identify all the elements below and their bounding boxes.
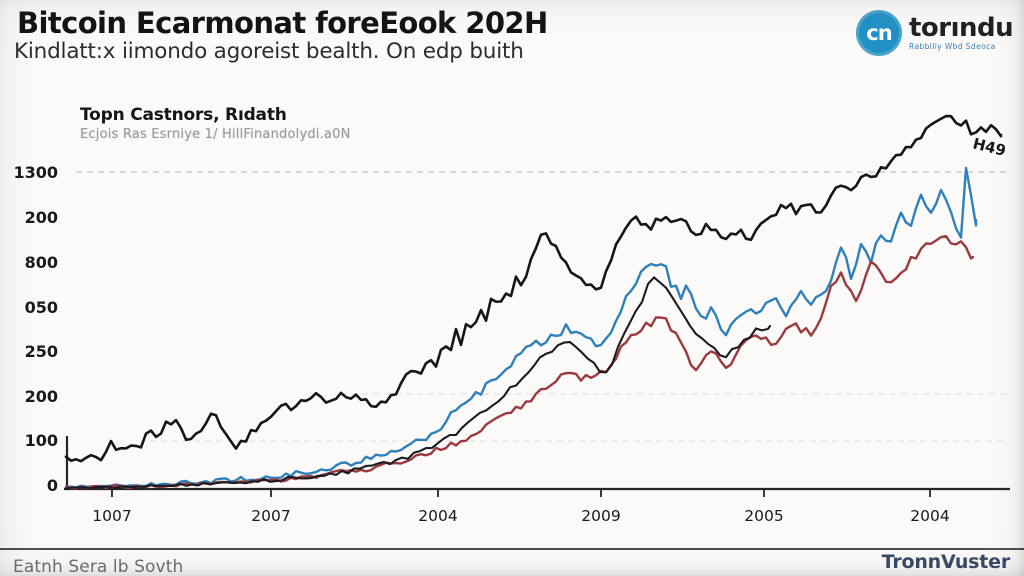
y-tick-label: 1300 xyxy=(13,163,58,182)
brand-logo: cn torındu Rabblliy Wbd Sdeoca xyxy=(856,10,1014,56)
series-line-series-blue xyxy=(64,166,978,489)
footer-divider xyxy=(0,548,1024,550)
y-tick-label: 200 xyxy=(25,387,58,406)
y-tick-label: 800 xyxy=(25,253,58,272)
x-tick-label: 2007 xyxy=(251,507,290,525)
page-subtitle: Kindlatt:x iimondo agoreist bealth. On e… xyxy=(14,39,524,64)
y-tick-label: 250 xyxy=(25,342,58,361)
x-tick-label: 2004 xyxy=(418,507,457,525)
page-title: Bitcoin Ecarmonat foreEook 202H xyxy=(17,6,548,40)
y-tick-label: 200 xyxy=(25,208,58,227)
brand-name: torındu xyxy=(909,13,1014,44)
series-line-benchmark-black xyxy=(64,114,1003,463)
x-tick-label: 2005 xyxy=(744,507,783,525)
chart-subtitle: Ecjois Ras Esrniye 1/ HillFinandolydi.a0… xyxy=(80,127,351,142)
x-tick-label: 2009 xyxy=(581,507,620,525)
chart-title: Topn Castnors, Rıdath xyxy=(80,105,287,125)
series-line-series-darkred xyxy=(64,234,975,490)
x-tick-label: 1007 xyxy=(92,507,131,525)
x-tick-label: 2004 xyxy=(910,507,949,525)
brand-tagline: Rabblliy Wbd Sdeoca xyxy=(909,42,996,52)
brand-logo-mark: cn xyxy=(866,21,892,45)
footer-brand: TronnVuster xyxy=(881,551,1011,573)
y-tick-label: 100 xyxy=(25,431,58,450)
y-tick-label: 0 xyxy=(47,476,58,495)
line-annotation: H49 xyxy=(971,134,1008,160)
series-line-series-dark-secondary xyxy=(64,276,772,490)
footer-caption: Eatnh Sera lb Sovth xyxy=(13,557,184,576)
brand-logo-text: torındu Rabblliy Wbd Sdeoca xyxy=(909,13,1014,52)
brand-logo-icon: cn xyxy=(856,10,902,56)
y-tick-label: 050 xyxy=(25,298,58,317)
